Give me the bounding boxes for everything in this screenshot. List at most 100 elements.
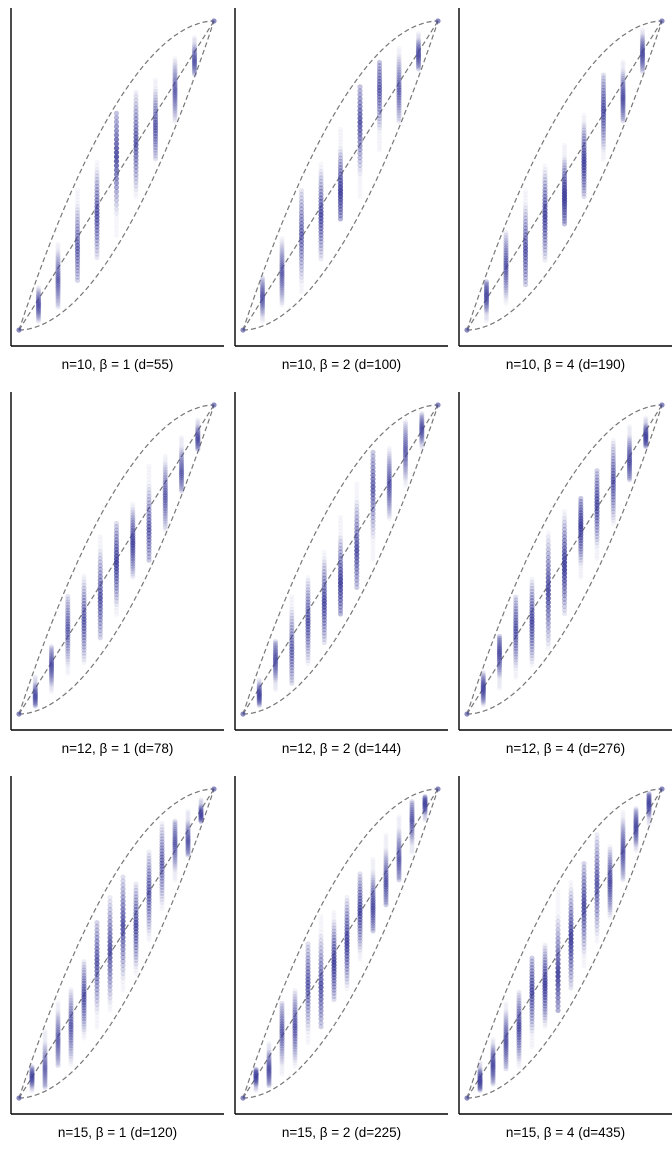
data-point [29, 1074, 35, 1080]
data-point [513, 668, 519, 674]
data-point [42, 1036, 48, 1042]
data-point [172, 848, 178, 854]
data-point [529, 955, 535, 961]
data-point [272, 680, 279, 686]
data-point [529, 650, 535, 656]
data-point [503, 1028, 509, 1035]
data-point [48, 644, 55, 650]
data-point [152, 86, 159, 92]
data-point [191, 63, 198, 70]
data-point [594, 854, 600, 861]
data-point [396, 872, 402, 878]
data-point [542, 1012, 548, 1018]
data-point [516, 992, 522, 998]
data-point [633, 816, 639, 822]
data-point [646, 821, 652, 827]
data-point [402, 473, 409, 479]
data-point [55, 1045, 61, 1051]
data-point [256, 689, 262, 695]
data-point [279, 295, 285, 301]
data-point [620, 874, 626, 880]
data-point [305, 973, 311, 979]
data-point [266, 1081, 272, 1087]
data-point [331, 909, 337, 916]
data-point [370, 867, 376, 873]
data-point [503, 1003, 509, 1009]
data-point [376, 131, 383, 137]
data-point [32, 674, 38, 680]
data-point [42, 1084, 48, 1090]
data-point [402, 432, 409, 438]
data-point [172, 105, 178, 111]
data-point [337, 528, 344, 534]
data-point [178, 451, 185, 458]
data-point [279, 1008, 285, 1014]
upper-envelope [466, 20, 663, 331]
data-point [279, 299, 285, 306]
data-point [633, 818, 639, 824]
data-point [419, 414, 425, 420]
data-point [522, 225, 529, 231]
data-point [422, 807, 428, 813]
data-point [81, 1027, 87, 1033]
data-point [29, 1077, 35, 1083]
data-point [402, 441, 409, 447]
data-point [272, 687, 279, 693]
data-point [529, 662, 535, 668]
data-point [298, 253, 305, 259]
data-point [55, 255, 61, 261]
data-point [370, 537, 376, 543]
data-point [639, 37, 646, 43]
data-point [409, 837, 415, 843]
data-point [97, 534, 103, 540]
data-point [542, 170, 548, 176]
data-point [370, 453, 376, 459]
data-point [561, 570, 568, 577]
data-point [496, 633, 503, 640]
data-point [545, 640, 551, 647]
data-point [292, 1063, 298, 1069]
data-point [419, 431, 425, 438]
data-point [191, 61, 198, 67]
data-point [253, 1070, 259, 1076]
panel-caption: n=12, β = 2 (d=144) [282, 741, 401, 756]
data-point [29, 1076, 35, 1082]
data-point [643, 430, 649, 436]
data-point [490, 1057, 496, 1063]
data-point [113, 119, 120, 125]
data-point [133, 945, 139, 951]
data-point [415, 46, 422, 52]
data-point [146, 463, 152, 469]
data-point [298, 278, 305, 284]
data-point [318, 235, 324, 242]
data-point [113, 163, 120, 169]
data-point [516, 1061, 522, 1067]
data-point [298, 281, 305, 287]
data-point [172, 856, 178, 862]
data-point [545, 595, 551, 602]
data-point [48, 658, 55, 664]
data-point [370, 476, 376, 482]
data-point [35, 308, 42, 314]
data-point [81, 978, 87, 984]
data-point [289, 615, 295, 621]
data-point [240, 1095, 246, 1101]
data-point [639, 30, 646, 36]
data-point [529, 1031, 535, 1037]
data-point [253, 1078, 259, 1084]
data-point [55, 241, 61, 247]
data-point [159, 878, 165, 884]
data-point [266, 1078, 272, 1084]
data-point [555, 935, 561, 941]
data-point [496, 661, 503, 667]
data-point [272, 664, 279, 671]
data-point [162, 472, 168, 478]
data-point [279, 1043, 285, 1049]
data-point [419, 412, 425, 418]
data-point [568, 890, 574, 897]
data-point [55, 1018, 61, 1024]
data-point [620, 814, 626, 820]
data-point [172, 119, 178, 125]
data-point [337, 161, 344, 167]
data-point [29, 1068, 35, 1074]
